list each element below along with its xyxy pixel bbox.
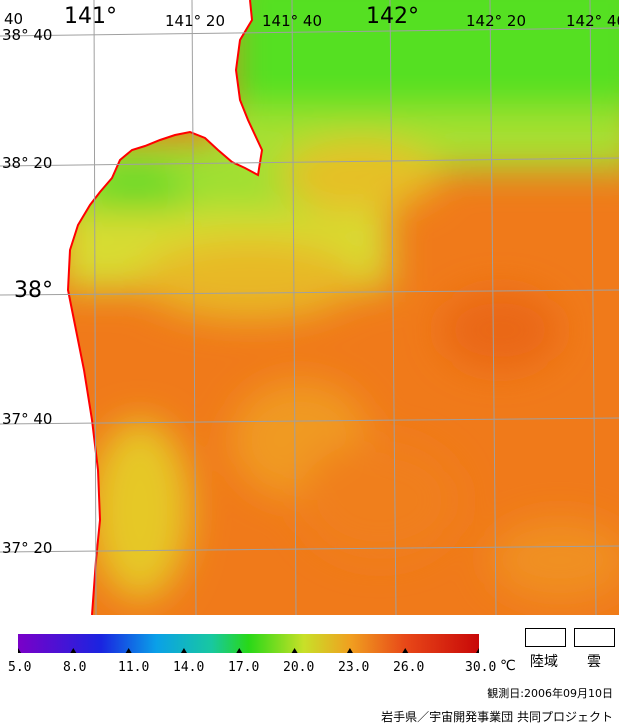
colorbar-tick-mark bbox=[125, 648, 132, 653]
colorbar-tick-26: 26.0 bbox=[393, 660, 425, 675]
colorbar-tick-14: 14.0 bbox=[173, 660, 205, 675]
graticule bbox=[0, 0, 619, 615]
lat-label-38-40: 38° 40 bbox=[2, 26, 53, 44]
lat-label-37-40: 37° 40 bbox=[2, 410, 53, 428]
colorbar-tick-mark bbox=[402, 648, 409, 653]
lon-label-142-20: 142° 20 bbox=[466, 12, 526, 30]
colorbar-tick-11: 11.0 bbox=[118, 660, 150, 675]
colorbar-tick-17: 17.0 bbox=[228, 660, 260, 675]
lon-label-142: 142° bbox=[366, 4, 419, 29]
colorbar-tick-23: 23.0 bbox=[338, 660, 370, 675]
colorbar-tick-20: 20.0 bbox=[283, 660, 315, 675]
credit-line: 岩手県／宇宙開発事業団 共同プロジェクト bbox=[381, 710, 613, 724]
colorbar-unit: ℃ bbox=[500, 658, 516, 674]
lon-label-140-40: 40 bbox=[4, 10, 24, 28]
lat-label-38: 38° bbox=[14, 278, 53, 303]
colorbar-tick-8: 8.0 bbox=[63, 660, 87, 675]
colorbar-tick-mark bbox=[236, 648, 243, 653]
land-legend-swatch bbox=[525, 628, 566, 647]
coastline bbox=[66, 0, 264, 615]
land-legend-label: 陸域 bbox=[530, 654, 558, 670]
observation-date: 観測日:2006年09月10日 bbox=[487, 687, 613, 700]
lon-label-141-20: 141° 20 bbox=[165, 12, 225, 30]
colorbar-tick-mark bbox=[476, 648, 479, 653]
colorbar-tick-mark bbox=[346, 648, 353, 653]
colorbar-tick-mark bbox=[70, 648, 77, 653]
cloud-legend-label: 雲 bbox=[587, 654, 601, 670]
temperature-colorbar bbox=[18, 634, 479, 653]
colorbar-tick-5: 5.0 bbox=[8, 660, 32, 675]
lon-label-141: 141° bbox=[64, 4, 117, 29]
colorbar-tick-mark bbox=[180, 648, 187, 653]
lat-label-37-20: 37° 20 bbox=[2, 539, 53, 557]
lat-label-38-20: 38° 20 bbox=[2, 154, 53, 172]
sea-surface-temperature-map bbox=[0, 0, 619, 615]
colorbar-tick-30: 30.0 bbox=[465, 660, 497, 675]
colorbar-tick-mark bbox=[291, 648, 298, 653]
lon-label-141-40: 141° 40 bbox=[262, 12, 322, 30]
colorbar-tick-mark bbox=[18, 648, 21, 653]
lon-label-142-40: 142° 40 bbox=[566, 12, 619, 30]
cloud-legend-swatch bbox=[574, 628, 615, 647]
